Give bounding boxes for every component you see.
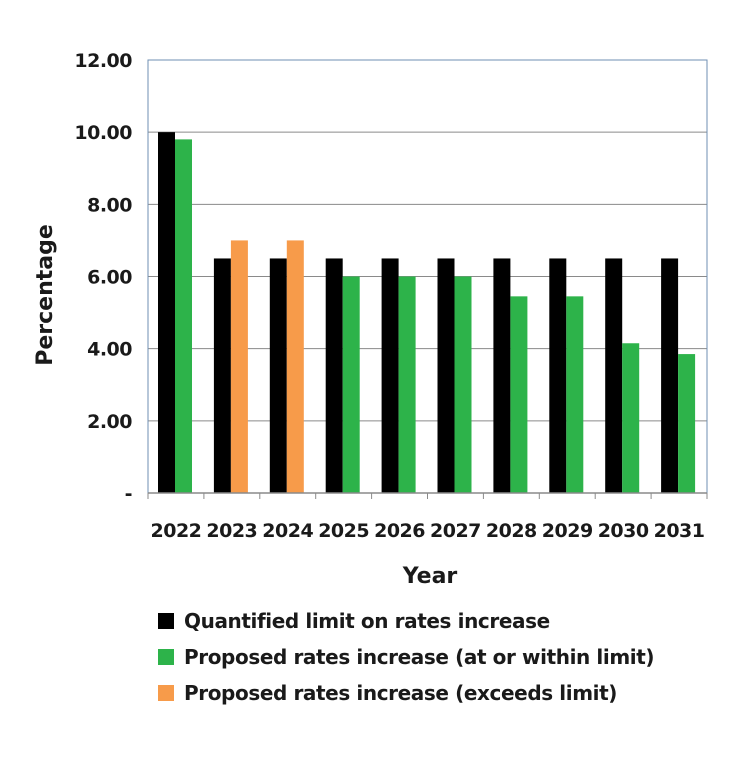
y-tick-labels: - 2.00 4.00 6.00 8.00 10.00 12.00: [74, 50, 132, 505]
legend-item-within-limit: Proposed rates increase (at or within li…: [158, 639, 655, 675]
bar-limit-2025: [325, 258, 343, 493]
bar-proposed-2025: [342, 276, 360, 493]
legend-label-exceeds-limit: Proposed rates increase (exceeds limit): [184, 681, 618, 705]
x-tick-labels: 2022 2023 2024 2025 2026 2027 2028 2029 2030 2031: [151, 520, 705, 542]
legend-swatch-within-limit: [158, 649, 174, 665]
legend-swatch-limit: [158, 613, 174, 629]
bar-proposed-2029: [566, 296, 584, 493]
bars: [158, 132, 696, 493]
x-tick-label: 2023: [206, 520, 257, 542]
bar-proposed-2024: [286, 240, 304, 493]
bar-proposed-2027: [454, 276, 472, 493]
y-tick-label: -: [125, 483, 132, 505]
x-tick-label: 2024: [262, 520, 313, 542]
y-tick-label: 8.00: [87, 194, 132, 216]
bar-chart: - 2.00 4.00 6.00 8.00 10.00 12.00 2022 2023 2024…: [33, 50, 708, 589]
y-tick-label: 6.00: [87, 267, 132, 289]
x-tick-label: 2025: [318, 520, 369, 542]
bar-limit-2026: [381, 258, 399, 493]
legend-swatch-exceeds-limit: [158, 685, 174, 701]
x-tick-label: 2026: [374, 520, 425, 542]
legend: Quantified limit on rates increase Propo…: [158, 603, 655, 711]
bar-limit-2023: [213, 258, 231, 493]
legend-item-limit: Quantified limit on rates increase: [158, 603, 654, 639]
bar-proposed-2028: [510, 296, 528, 493]
x-tick-label: 2030: [598, 520, 649, 542]
bar-proposed-2031: [678, 354, 696, 493]
bar-proposed-2026: [398, 276, 416, 493]
bar-proposed-2023: [230, 240, 248, 493]
bar-limit-2028: [493, 258, 511, 493]
x-tick-label: 2031: [654, 520, 705, 542]
x-axis-title: Year: [402, 564, 458, 589]
y-tick-label: 4.00: [87, 339, 132, 361]
x-tick-label: 2027: [430, 520, 481, 542]
bar-limit-2029: [549, 258, 567, 493]
bar-limit-2022: [158, 132, 175, 493]
y-tick-label: 10.00: [74, 122, 132, 144]
x-tick-label: 2022: [151, 520, 202, 542]
y-tick-label: 2.00: [87, 411, 132, 433]
bar-limit-2030: [605, 258, 623, 493]
bar-proposed-2030: [622, 343, 640, 493]
bar-proposed-2022: [175, 139, 192, 493]
bar-limit-2024: [269, 258, 287, 493]
legend-item-exceeds-limit: Proposed rates increase (exceeds limit): [158, 675, 654, 711]
x-tick-label: 2029: [542, 520, 593, 542]
legend-label-limit: Quantified limit on rates increase: [184, 609, 550, 633]
y-axis-title: Percentage: [33, 224, 58, 366]
bar-limit-2031: [661, 258, 679, 493]
bar-limit-2027: [437, 258, 455, 493]
y-tick-label: 12.00: [74, 50, 132, 72]
plot-frame: [147, 59, 708, 499]
legend-label-within-limit: Proposed rates increase (at or within li…: [184, 645, 655, 669]
x-tick-label: 2028: [486, 520, 537, 542]
